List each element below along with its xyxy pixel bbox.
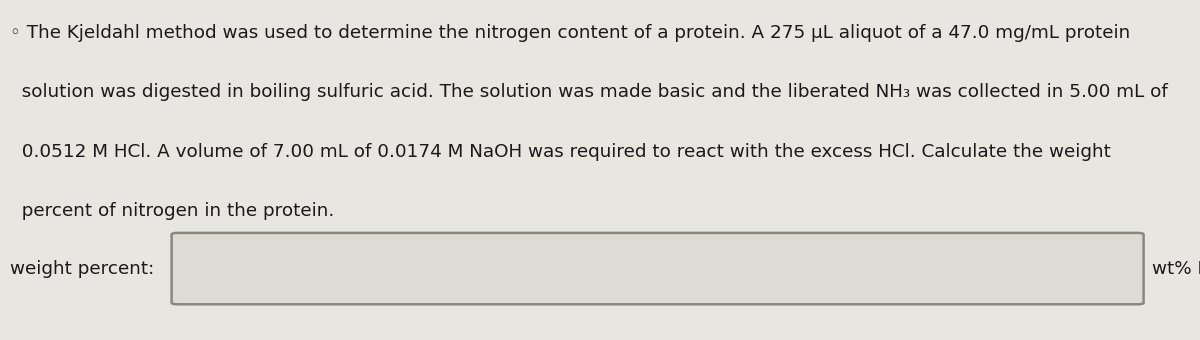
Text: ◦ The Kjeldahl method was used to determine the nitrogen content of a protein. A: ◦ The Kjeldahl method was used to determ… xyxy=(10,24,1130,42)
Text: 0.0512 M HCl. A volume of 7.00 mL of 0.0174 M NaOH was required to react with th: 0.0512 M HCl. A volume of 7.00 mL of 0.0… xyxy=(10,143,1110,161)
FancyBboxPatch shape xyxy=(172,233,1144,304)
Text: percent of nitrogen in the protein.: percent of nitrogen in the protein. xyxy=(10,202,334,220)
Text: solution was digested in boiling sulfuric acid. The solution was made basic and : solution was digested in boiling sulfuri… xyxy=(10,83,1168,101)
Text: weight percent:: weight percent: xyxy=(10,260,154,277)
Text: wt% N: wt% N xyxy=(1152,260,1200,277)
